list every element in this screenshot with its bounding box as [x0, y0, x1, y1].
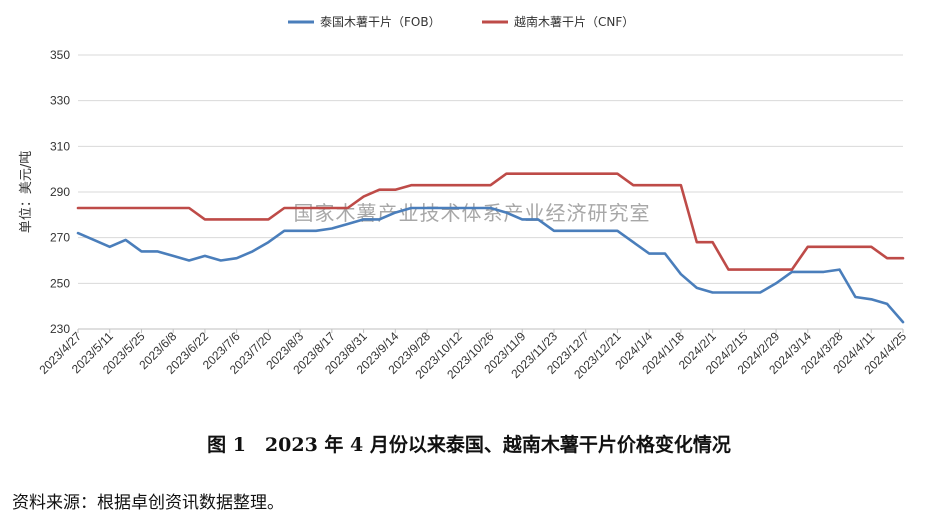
y-tick-label: 270 [50, 231, 70, 245]
y-tick-label: 310 [50, 139, 70, 153]
y-axis-ticks: 230 250 270 290 310 330 350 [50, 48, 70, 336]
chart: 230 250 270 290 310 330 350 2023/4/272023/5/11… [19, 14, 909, 382]
figure-caption: 图 1 2023 年 4 月份以来泰国、越南木薯干片价格变化情况 [207, 434, 731, 456]
series-line-1 [76, 206, 905, 324]
series [76, 172, 905, 324]
legend: 泰国木薯干片（FOB） 越南木薯干片（CNF） [288, 14, 634, 29]
y-tick-label: 350 [50, 48, 70, 62]
x-axis-ticks: 2023/4/272023/5/112023/5/252023/6/82023/… [36, 329, 909, 382]
watermark: 国家木薯产业技术体系产业经济研究室 [294, 201, 651, 225]
legend-label: 越南木薯干片（CNF） [514, 14, 634, 29]
y-axis-label: 单位：美元/吨 [19, 151, 34, 233]
y-tick-label: 330 [50, 94, 70, 108]
y-tick-label: 290 [50, 185, 70, 199]
series-line-2 [76, 172, 905, 271]
legend-label: 泰国木薯干片（FOB） [320, 15, 441, 29]
y-tick-label: 230 [50, 322, 70, 336]
gridlines [78, 54, 903, 284]
source-note: 资料来源：根据卓创资讯数据整理。 [12, 493, 284, 513]
y-tick-label: 250 [50, 276, 70, 290]
